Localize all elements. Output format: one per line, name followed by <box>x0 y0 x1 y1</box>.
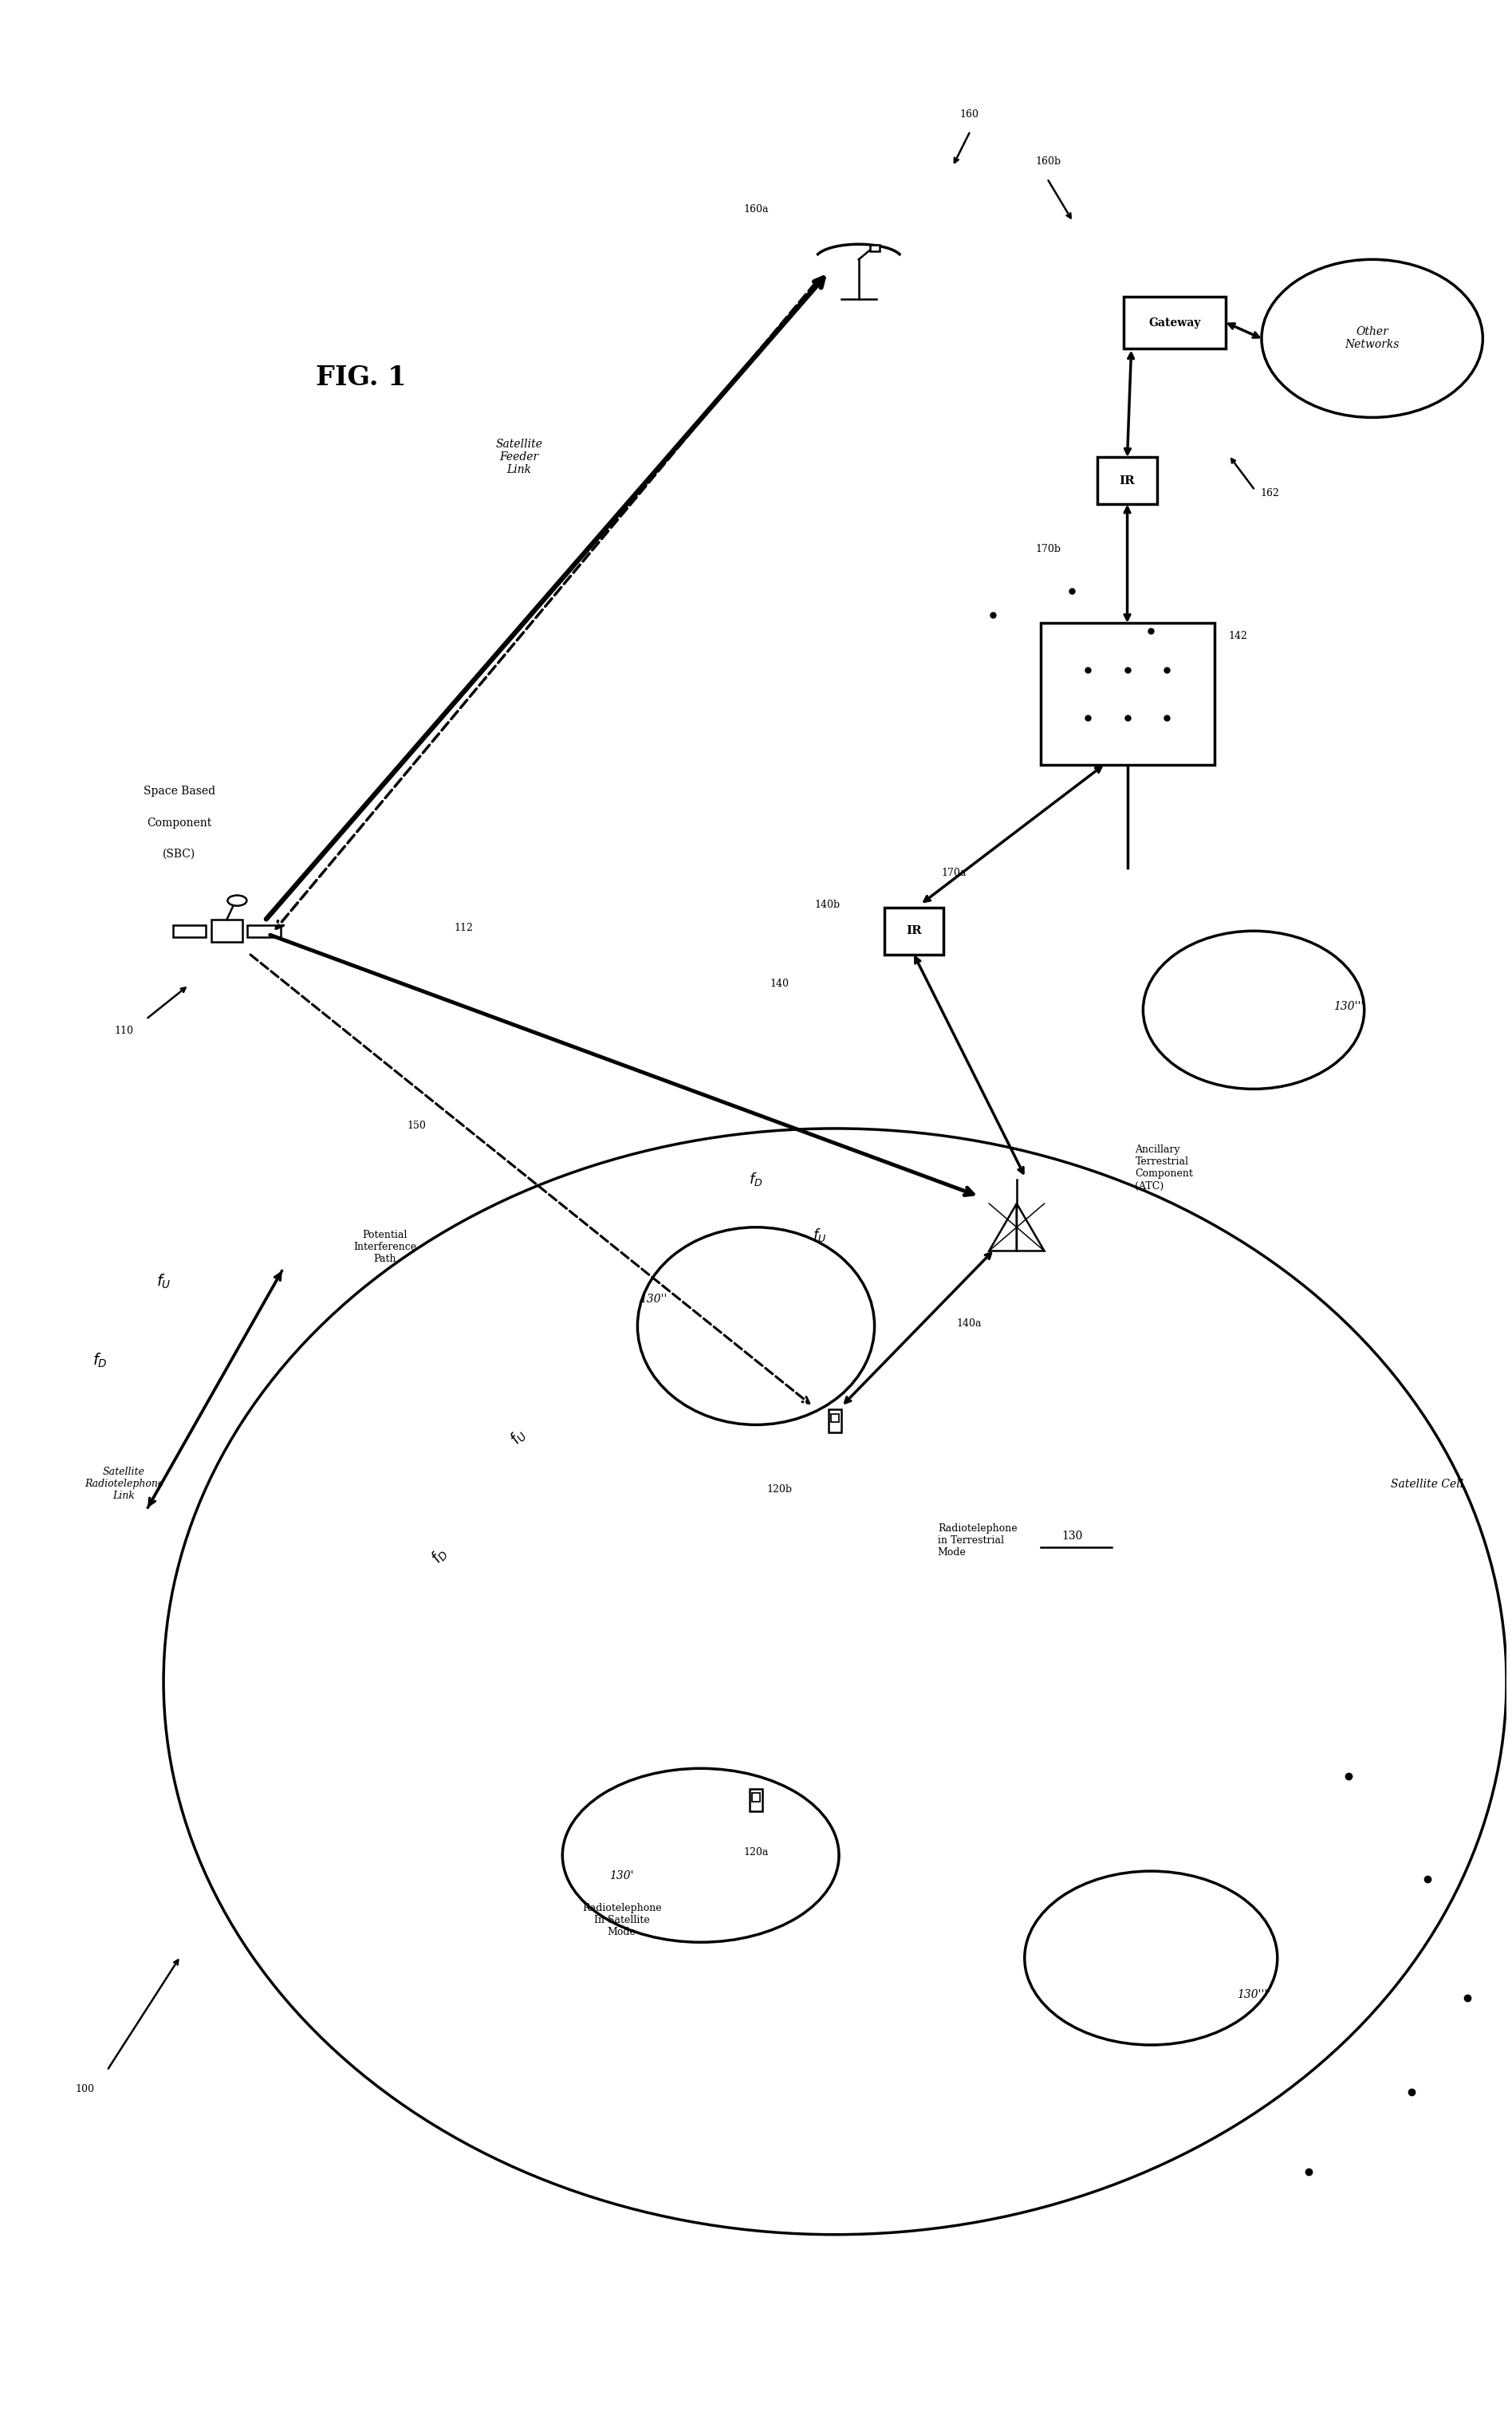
Text: IR: IR <box>1119 476 1136 485</box>
Bar <box>248 925 281 937</box>
Text: 112: 112 <box>454 923 473 932</box>
Bar <box>885 908 943 954</box>
Text: Satellite
Feeder
Link: Satellite Feeder Link <box>496 440 543 476</box>
Text: 162: 162 <box>1259 488 1279 500</box>
Text: 130'''': 130'''' <box>1237 1990 1270 2000</box>
Text: 130': 130' <box>609 1869 634 1881</box>
Text: 160: 160 <box>960 109 978 121</box>
Text: 142: 142 <box>1228 630 1247 640</box>
Text: 140b: 140b <box>815 898 839 910</box>
Text: $f_D$: $f_D$ <box>748 1171 764 1188</box>
Bar <box>829 1410 841 1432</box>
Text: 130''': 130''' <box>1334 1002 1364 1012</box>
Text: 120a: 120a <box>744 1847 768 1857</box>
Text: $f_U$: $f_U$ <box>812 1227 826 1244</box>
Bar <box>212 920 242 942</box>
Text: $f_U$: $f_U$ <box>156 1273 171 1290</box>
Text: 130: 130 <box>1061 1531 1083 1541</box>
Text: Other
Networks: Other Networks <box>1344 326 1400 350</box>
Text: 160b: 160b <box>1036 157 1061 167</box>
Ellipse shape <box>1143 932 1364 1089</box>
Bar <box>172 925 206 937</box>
Bar <box>750 1790 762 1811</box>
Text: 170b: 170b <box>1036 543 1061 553</box>
Ellipse shape <box>638 1227 874 1425</box>
Text: 130'': 130'' <box>640 1294 667 1304</box>
Text: Satellite Cell: Satellite Cell <box>1391 1478 1464 1490</box>
Bar <box>751 1792 761 1802</box>
Text: (SBC): (SBC) <box>163 848 195 860</box>
Text: Component: Component <box>147 816 212 828</box>
Bar <box>1040 623 1214 766</box>
Bar <box>1123 297 1226 348</box>
Text: Space Based: Space Based <box>144 785 215 797</box>
Text: 140a: 140a <box>957 1319 981 1328</box>
Text: 100: 100 <box>76 2084 94 2094</box>
Text: FIG. 1: FIG. 1 <box>316 365 407 391</box>
Bar <box>1098 456 1157 505</box>
Text: Radiotelephone
in Terrestrial
Mode: Radiotelephone in Terrestrial Mode <box>937 1524 1018 1558</box>
Ellipse shape <box>1261 258 1483 418</box>
Bar <box>869 246 880 251</box>
Text: $f_D$: $f_D$ <box>92 1352 107 1369</box>
Text: $f_D$: $f_D$ <box>428 1543 452 1567</box>
Text: Satellite
Radiotelephone
Link: Satellite Radiotelephone Link <box>85 1466 163 1502</box>
Text: 150: 150 <box>407 1121 426 1130</box>
Text: 140: 140 <box>770 978 789 988</box>
Ellipse shape <box>228 896 246 906</box>
Text: Radiotelephone
In Satellite
Mode: Radiotelephone In Satellite Mode <box>582 1903 661 1937</box>
Text: Gateway: Gateway <box>1149 316 1201 328</box>
Text: 170a: 170a <box>940 867 966 879</box>
Bar <box>830 1413 839 1422</box>
Text: 120b: 120b <box>767 1483 792 1495</box>
Ellipse shape <box>1025 1872 1278 2046</box>
Text: 110: 110 <box>115 1026 133 1036</box>
Text: Potential
Interference
Path: Potential Interference Path <box>354 1229 416 1263</box>
Text: Ancillary
Terrestrial
Component
(ATC): Ancillary Terrestrial Component (ATC) <box>1136 1145 1193 1191</box>
Text: 160a: 160a <box>744 203 768 215</box>
Ellipse shape <box>562 1768 839 1942</box>
Text: IR: IR <box>906 925 922 937</box>
Text: $f_U$: $f_U$ <box>508 1425 531 1449</box>
